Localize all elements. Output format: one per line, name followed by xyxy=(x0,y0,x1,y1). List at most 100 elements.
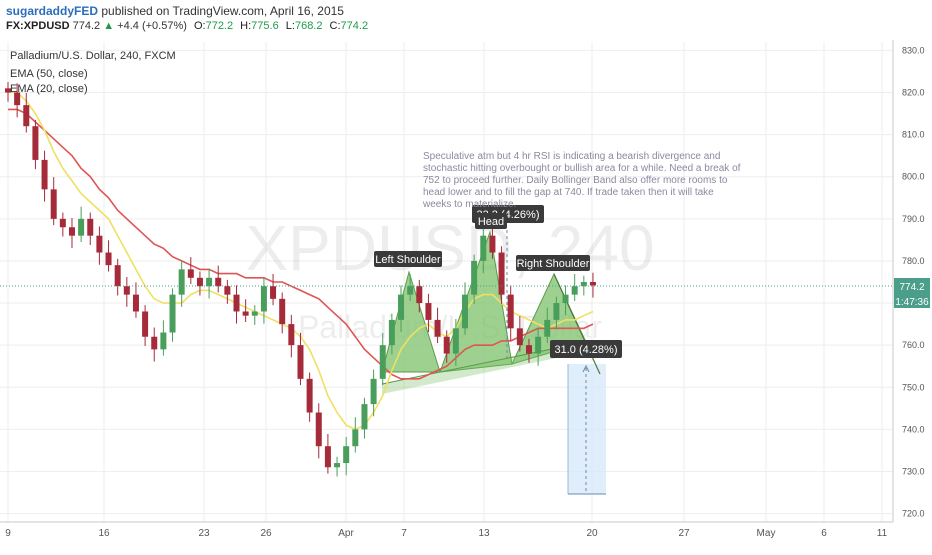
price-change: +4.4 (+0.57%) xyxy=(117,20,187,32)
candle-body xyxy=(571,286,578,295)
price-tag-box xyxy=(894,278,930,294)
candle-body xyxy=(580,282,587,287)
candle-body xyxy=(142,311,149,337)
candle-body xyxy=(32,126,39,160)
chart-frame[interactable]: XPDUSD, 240 Palladium/U.S. Dollar 33.2 (… xyxy=(0,40,932,550)
candle-body xyxy=(370,378,377,405)
candle-body xyxy=(443,336,450,354)
author-link[interactable]: sugardaddyFED xyxy=(6,4,99,18)
time-tick-label: 7 xyxy=(401,528,407,539)
price-tick-label: 810.0 xyxy=(902,130,925,140)
time-tick-label: 6 xyxy=(821,528,827,539)
neckline-band xyxy=(382,342,586,394)
head-label-box xyxy=(475,213,507,229)
right-shoulder-label: Right Shoulder xyxy=(517,258,590,270)
time-axis[interactable]: 9 16 23 26 Apr 7 13 20 27 May 6 11 xyxy=(0,521,893,539)
candle-body xyxy=(151,336,158,350)
chart-header: sugardaddyFED published on TradingView.c… xyxy=(0,0,932,36)
price-tick-label: 730.0 xyxy=(902,466,925,476)
candle-body xyxy=(434,319,441,337)
candle-body xyxy=(160,332,167,350)
target-measure-label-box xyxy=(550,340,622,358)
candle-body xyxy=(50,189,57,219)
candle-body xyxy=(452,328,459,354)
price-tick-label: 750.0 xyxy=(902,382,925,392)
candle-body xyxy=(123,286,130,295)
target-measure: 31.0 (4.28%) xyxy=(550,340,622,358)
symbol-label[interactable]: FX:XPDUSD xyxy=(6,20,70,32)
time-tick-label: May xyxy=(757,528,776,539)
price-tick-label: 720.0 xyxy=(902,509,925,519)
candle-body xyxy=(169,294,176,333)
watermark-symbol: XPDUSD, 240 xyxy=(245,212,654,284)
candle-body xyxy=(288,324,295,346)
time-tick-label: 16 xyxy=(98,528,110,539)
last-price: 774.2 xyxy=(72,20,101,32)
candle-body xyxy=(407,286,414,295)
candle-body xyxy=(251,311,258,316)
candle-body xyxy=(535,336,542,354)
price-axis[interactable]: 720.0730.0740.0750.0760.0770.0780.0790.0… xyxy=(892,40,925,522)
left-shoulder-label-box xyxy=(374,251,442,267)
target-measure-label: 31.0 (4.28%) xyxy=(555,344,618,356)
candle-body xyxy=(398,294,405,320)
candle-body xyxy=(270,286,277,299)
low-label: L: xyxy=(285,20,295,32)
candle-body xyxy=(361,404,368,430)
candle-body xyxy=(87,218,94,236)
price-tick-label: 830.0 xyxy=(902,45,925,55)
candle-body xyxy=(498,252,505,295)
legend-title: Palladium/U.S. Dollar, 240, FXCM xyxy=(10,50,176,62)
target-arrow-icon xyxy=(582,364,590,373)
price-tick-label: 820.0 xyxy=(902,88,925,98)
candle-body xyxy=(480,235,487,261)
candlesticks xyxy=(5,82,596,477)
candle-body xyxy=(279,298,286,325)
candle-body xyxy=(260,286,267,312)
time-tick-label: 9 xyxy=(5,528,11,539)
countdown-tag-box xyxy=(894,294,930,308)
countdown-tag: 1:47:36 xyxy=(895,297,929,308)
candle-body xyxy=(388,319,395,346)
price-chart[interactable]: XPDUSD, 240 Palladium/U.S. Dollar 33.2 (… xyxy=(0,40,932,550)
close-label: C: xyxy=(329,20,341,32)
time-tick-label: Apr xyxy=(338,528,354,539)
price-tick-label: 780.0 xyxy=(902,256,925,266)
candle-body xyxy=(306,378,313,413)
candle-body xyxy=(105,252,112,266)
candle-body xyxy=(41,159,48,190)
legend-ema50: EMA (50, close) xyxy=(10,68,88,80)
time-tick-label: 20 xyxy=(586,528,598,539)
open-value: 772.2 xyxy=(205,20,234,32)
candle-body xyxy=(96,235,103,253)
time-tick-label: 27 xyxy=(678,528,690,539)
candle-body xyxy=(379,345,386,379)
analysis-note-text: Speculative atm but 4 hr RSI is indicati… xyxy=(423,151,741,210)
low-value: 768.2 xyxy=(294,20,323,32)
candle-body xyxy=(334,463,341,468)
candle-body xyxy=(78,218,85,236)
candle-body xyxy=(315,412,322,447)
time-tick-label: 26 xyxy=(260,528,272,539)
time-tick-label: 13 xyxy=(478,528,490,539)
candle-body xyxy=(206,277,213,287)
price-tick-label: 790.0 xyxy=(902,214,925,224)
candle-body xyxy=(352,429,359,447)
candle-body xyxy=(507,294,514,329)
ema50-line xyxy=(8,108,594,380)
candle-body xyxy=(178,269,185,295)
candle-body xyxy=(14,92,21,106)
candle-body xyxy=(23,105,30,127)
candle-body xyxy=(59,218,66,228)
candle-body xyxy=(187,269,194,278)
target-range-box xyxy=(568,364,606,494)
candle-body xyxy=(297,345,304,379)
target-projection[interactable] xyxy=(567,364,606,495)
candle-body xyxy=(196,277,203,287)
analysis-note: Speculative atm but 4 hr RSI is indicati… xyxy=(423,151,741,210)
candle-body xyxy=(242,311,249,316)
candle-body xyxy=(5,88,11,93)
time-tick-label: 11 xyxy=(877,528,888,539)
candle-body xyxy=(544,319,551,337)
price-tick-label: 800.0 xyxy=(902,172,925,182)
